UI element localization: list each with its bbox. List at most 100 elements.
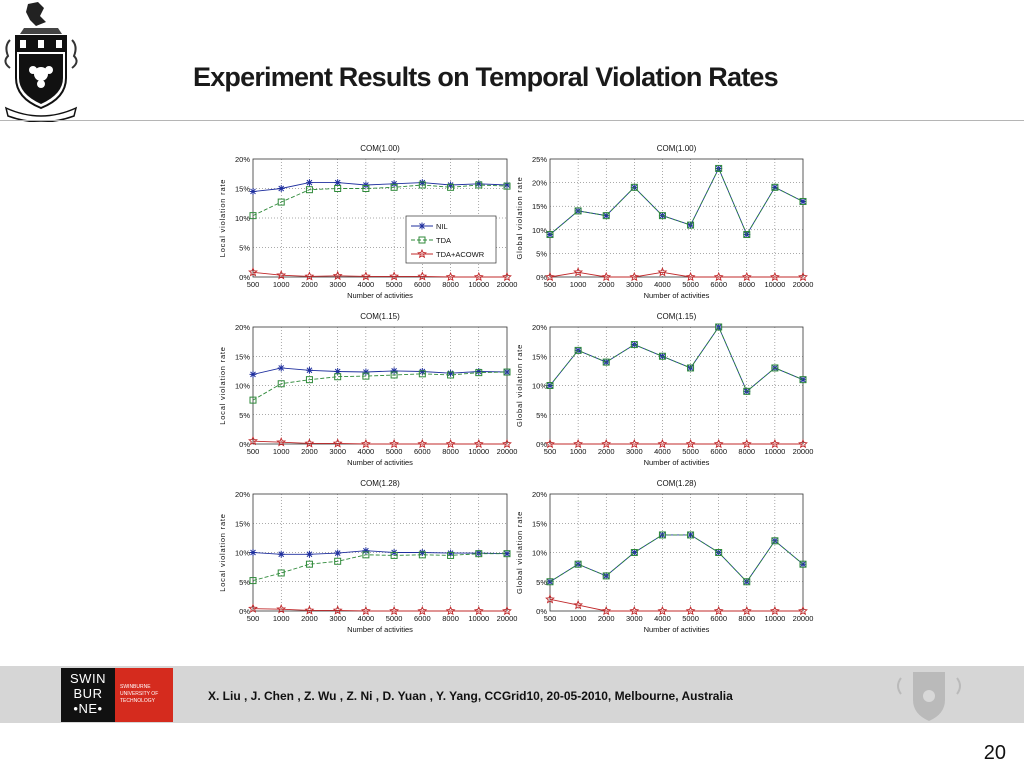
series-line [252, 553, 507, 582]
data-point [417, 271, 428, 281]
data-point [546, 578, 554, 586]
x-tick-label: 4000 [654, 614, 671, 623]
data-point [390, 371, 398, 379]
series-line [549, 598, 803, 612]
legend-marker [418, 236, 426, 244]
chart-panel: COM(1.00) 0% 5% 10% 15% 20% 500 1000 2000 3000 400… [218, 144, 517, 300]
series-line [549, 534, 804, 583]
data-point [630, 341, 638, 349]
chart-title: COM(1.15) [657, 312, 697, 321]
data-point [657, 605, 668, 616]
chart-title: COM(1.28) [657, 479, 697, 488]
y-tick-label: 5% [239, 578, 250, 587]
x-tick-label: 3000 [626, 447, 643, 456]
data-point [445, 605, 456, 616]
data-point [574, 346, 582, 354]
university-crest-logo [4, 2, 78, 122]
x-tick-label: 10000 [764, 447, 785, 456]
data-point [249, 212, 257, 220]
data-point [332, 605, 343, 615]
y-tick-label: 10% [235, 549, 250, 558]
x-tick-label: 1000 [570, 447, 587, 456]
data-point [305, 560, 313, 568]
data-point [687, 531, 695, 539]
data-point [248, 435, 258, 446]
page-number: 20 [983, 742, 1006, 764]
y-tick-label: 20% [532, 490, 547, 499]
chart-title: COM(1.00) [657, 144, 697, 153]
data-point [546, 231, 554, 239]
legend-label: NIL [436, 222, 448, 231]
data-point [418, 370, 426, 378]
y-tick-label: 10% [532, 549, 547, 558]
y-tick-label: 0% [536, 273, 547, 282]
data-point [248, 603, 258, 613]
data-point [574, 207, 582, 215]
data-point [390, 551, 398, 559]
data-point [334, 557, 342, 565]
x-tick-label: 20000 [497, 614, 518, 623]
y-tick-label: 10% [532, 382, 547, 391]
x-tick-label: 20000 [497, 280, 518, 289]
x-tick-label: 3000 [626, 614, 643, 623]
y-tick-label: 0% [239, 273, 250, 282]
x-tick-label: 6000 [414, 614, 431, 623]
series-line [252, 184, 508, 217]
legend-label: TDA+ACOWR [436, 250, 485, 259]
data-point [630, 549, 638, 556]
data-point [658, 352, 666, 360]
data-point [475, 369, 483, 377]
x-tick-label: 8000 [738, 447, 755, 456]
data-point [798, 438, 808, 449]
title-divider [0, 120, 1024, 121]
data-point [657, 267, 668, 277]
data-point [630, 549, 638, 556]
y-axis-label: Global violation rate [515, 511, 524, 594]
data-point [602, 212, 610, 220]
data-point [602, 358, 610, 366]
data-point [771, 364, 779, 372]
x-tick-label: 4000 [358, 447, 375, 456]
x-axis-label: Number of activities [644, 291, 710, 300]
x-tick-label: 10000 [764, 280, 785, 289]
legend-box [405, 215, 497, 264]
data-point [277, 380, 285, 388]
data-point [502, 438, 512, 449]
data-point [713, 271, 724, 282]
data-point [473, 271, 484, 282]
data-point [334, 549, 342, 557]
chart-title: COM(1.00) [360, 144, 400, 153]
data-point [473, 605, 484, 616]
data-point [503, 550, 511, 558]
data-point [503, 368, 511, 376]
data-point [799, 560, 807, 568]
data-point [417, 605, 428, 616]
series-line [549, 271, 803, 278]
x-axis-label: Number of activities [644, 458, 710, 467]
data-point [770, 271, 780, 282]
y-tick-label: 10% [235, 214, 250, 223]
x-tick-label: 2000 [598, 614, 615, 623]
data-point [743, 387, 751, 395]
x-tick-label: 8000 [442, 280, 459, 289]
data-point [389, 271, 400, 281]
data-point [715, 164, 723, 172]
chart-panel: COM(1.15) 0% 5% 10% 15% 20% 500 1000 2000 3000 400… [515, 312, 813, 467]
data-point [277, 364, 285, 372]
data-point [715, 549, 723, 556]
x-tick-label: 1000 [273, 280, 290, 289]
data-point [361, 438, 371, 449]
x-tick-label: 10000 [468, 447, 489, 456]
x-tick-label: 1000 [273, 447, 290, 456]
data-point [573, 438, 583, 449]
data-point [417, 438, 428, 449]
data-point [249, 187, 257, 195]
data-point [418, 551, 426, 559]
data-point [601, 271, 612, 282]
data-point [334, 367, 342, 375]
series-line [252, 608, 507, 612]
data-point [305, 186, 313, 194]
series-line [252, 367, 508, 375]
y-tick-label: 10% [235, 382, 250, 391]
data-point [447, 371, 455, 379]
